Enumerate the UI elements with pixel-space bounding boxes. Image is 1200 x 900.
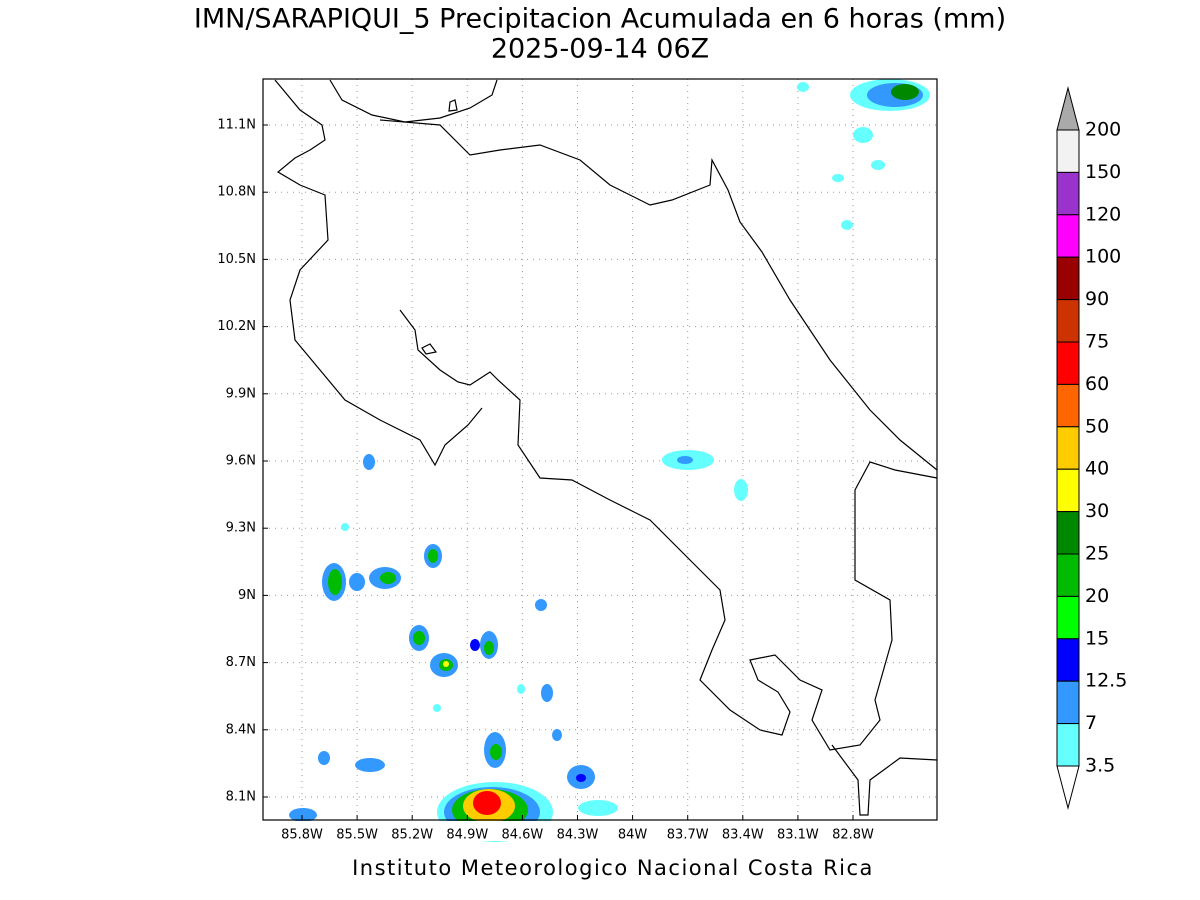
lat-label: 9.6N [226, 454, 256, 469]
colorbar-box [1056, 426, 1080, 470]
colorbar-label: 75 [1085, 331, 1109, 353]
lon-label: 83.7W [667, 828, 709, 843]
colorbar-box [1056, 468, 1080, 513]
lat-label: 9.9N [226, 386, 256, 401]
colorbar-label: 25 [1085, 543, 1109, 565]
colorbar-label: 60 [1085, 373, 1109, 395]
colorbar-box [1056, 341, 1080, 385]
footer: Instituto Meteorologico Nacional Costa R… [352, 856, 874, 880]
grid [263, 79, 937, 820]
colorbar-label: 15 [1085, 627, 1109, 649]
colorbar-label: 100 [1085, 246, 1121, 268]
colorbar-label: 40 [1085, 458, 1109, 480]
colorbar-box [1056, 595, 1080, 640]
colorbar: 200 150 120 100 90 75 60 50 40 30 25 20 15 12.5 7 3.5 [1056, 86, 1127, 810]
lat-label: 8.4N [226, 722, 256, 737]
lon-label: 84.6W [501, 828, 543, 843]
lon-label: 83.4W [722, 828, 764, 843]
lon-label: 85.8W [281, 828, 323, 843]
colorbar-box [1056, 256, 1080, 301]
colorbar-label: 7 [1085, 712, 1097, 734]
lon-label: 84.9W [446, 828, 488, 843]
colorbar-box [1056, 511, 1080, 555]
colorbar-label: 50 [1085, 415, 1109, 437]
colorbar-box [1056, 723, 1080, 767]
colorbar-label: 90 [1085, 288, 1109, 310]
colorbar-box [1056, 299, 1080, 343]
colorbar-label: 3.5 [1085, 755, 1115, 777]
colorbar-box [1056, 171, 1080, 216]
colorbar-label: 12.5 [1085, 670, 1127, 692]
lat-label: 11.1N [217, 118, 256, 133]
colorbar-box [1056, 383, 1080, 428]
colorbar-box [1056, 214, 1080, 258]
colorbar-box [1056, 553, 1080, 597]
lat-label: 8.7N [226, 655, 256, 670]
colorbar-label: 30 [1085, 500, 1109, 522]
lat-label: 10.8N [217, 185, 256, 200]
lon-label: 85.5W [336, 828, 378, 843]
title: IMN/SARAPIQUI_5 Precipitacion Acumulada … [194, 4, 1006, 35]
map-frame [262, 78, 938, 821]
colorbar-box [1056, 129, 1080, 173]
lon-label: 85.2W [391, 828, 433, 843]
lon-label: 84.3W [557, 828, 599, 843]
lat-label: 10.2N [217, 319, 256, 334]
subtitle: 2025-09-14 06Z [491, 34, 709, 65]
axis-labels: 11.1N 10.8N 10.5N 10.2N 9.9N 9.6N 9.3N 9N 8.7N 8.… [217, 118, 874, 843]
lon-label: 84W [618, 828, 648, 843]
colorbar-label: 20 [1085, 585, 1109, 607]
lat-label: 9N [238, 588, 256, 603]
lat-label: 9.3N [226, 521, 256, 536]
colorbar-label: 200 [1085, 119, 1121, 141]
lon-label: 83.1W [777, 828, 819, 843]
colorbar-box [1056, 680, 1080, 725]
lat-label: 8.1N [226, 790, 256, 805]
lon-label: 82.8W [832, 828, 874, 843]
colorbar-label: 150 [1085, 161, 1121, 183]
lat-label: 10.5N [217, 252, 256, 267]
coastlines [274, 79, 938, 816]
colorbar-box [1056, 638, 1080, 682]
colorbar-label: 120 [1085, 203, 1121, 225]
